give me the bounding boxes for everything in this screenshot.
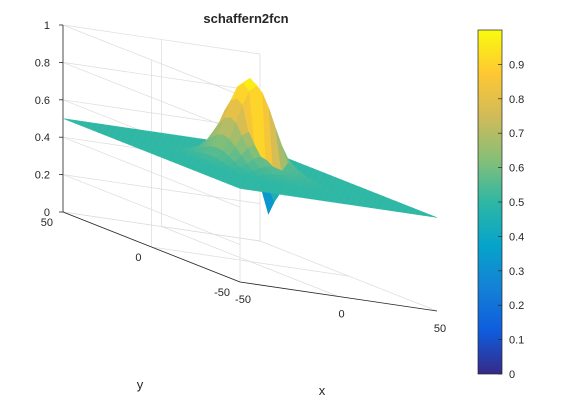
y-tick-label: 50 [41,217,53,229]
colorbar-tick-label: 0.3 [509,266,524,278]
y-tick-label: -50 [214,287,230,299]
chart-title: schaffern2fcn [203,11,288,26]
colorbar-tick-label: 0.2 [509,300,524,312]
colorbar-tick-label: 0 [509,369,515,381]
z-tick-label: 0.4 [35,132,50,144]
x-tick-label: 50 [434,323,446,335]
colorbar-ticks: 0 0.1 0.2 0.3 0.4 0.5 0.6 0.7 0.8 0.9 [498,59,524,381]
z-tick-label: 0.8 [35,57,50,69]
x-tick-label: -50 [235,294,251,306]
colorbar-tick-label: 0.6 [509,163,524,175]
z-tick-label: 0.2 [35,170,50,182]
grid-line [62,211,261,242]
colorbar-tick-label: 0.5 [509,197,524,209]
z-tick-label: 1 [44,20,50,32]
colorbar-tick-label: 0.7 [509,128,524,140]
y-tick-label: 0 [135,252,141,264]
x-tick-label: 0 [338,309,344,321]
colorbar-tick-label: 0.9 [509,59,524,71]
surface-patch [424,214,438,218]
colorbar-tick-label: 0.4 [509,231,524,243]
x-axis-line [239,281,438,312]
grid-line [151,246,349,277]
colorbar-tick-label: 0.8 [509,94,524,106]
z-tick-label: 0 [44,207,50,219]
surface-plot [62,77,438,218]
y-axis-label: y [137,377,144,392]
x-axis-label: x [319,383,326,398]
colorbar-tick-label: 0.1 [509,335,524,347]
y-axis-line [62,211,241,283]
z-tick-label: 0.6 [35,95,50,107]
